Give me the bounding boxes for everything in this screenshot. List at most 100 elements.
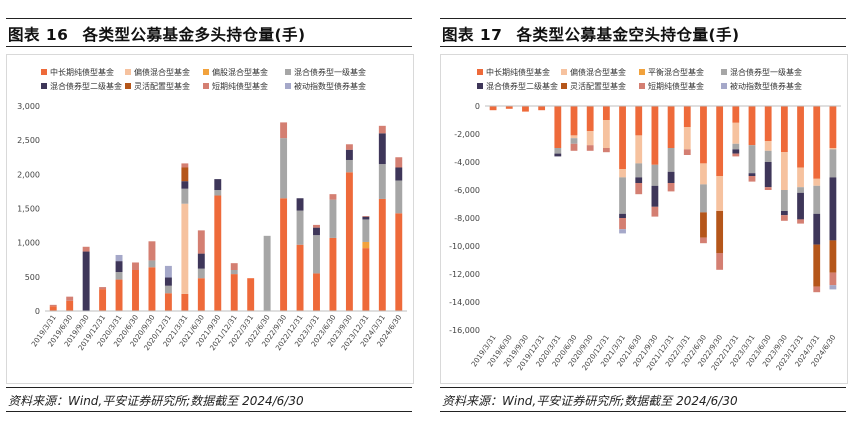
bar-segment <box>99 289 107 311</box>
bar-segment <box>554 106 562 148</box>
bar-segment <box>345 172 353 311</box>
x-axis: 2019/3/312019/6/302019/9/302019/12/31202… <box>29 313 403 352</box>
short-position-chart: 中长期纯债型基金 偏债混合型基金 平衡混合型基金 混合债券型一级基金混合债券型二级基金… <box>449 67 841 372</box>
legend-label: 偏股混合型基金 <box>212 67 268 77</box>
bar-segment <box>813 213 821 245</box>
legend-item: 被动指数型债券基金 <box>721 81 802 91</box>
bar-segment <box>570 106 578 136</box>
bar-segment <box>829 106 837 148</box>
bar-segment <box>619 177 626 214</box>
bar-segment <box>197 278 205 311</box>
bar-segment <box>505 106 513 109</box>
legend-item: 灵活配置型基金 <box>561 81 626 91</box>
legend-item: 混合债券型一级基金 <box>285 67 366 77</box>
legend-label: 偏债混合型基金 <box>134 67 190 77</box>
bar-segment <box>716 253 724 270</box>
bar-segment <box>489 106 497 111</box>
y-tick-label: -8,000 <box>454 214 480 223</box>
bar-segment <box>82 246 90 252</box>
legend-swatch <box>125 83 131 89</box>
bar-segment <box>635 135 643 164</box>
bar-segment <box>148 260 156 268</box>
bar-segment <box>797 192 804 220</box>
bar-segment <box>732 106 740 123</box>
legend-item: 混合债券型一级基金 <box>721 67 802 77</box>
legend: 中长期纯债型基金 偏债混合型基金 平衡混合型基金 混合债券型一级基金混合债券型二级基金… <box>477 67 802 91</box>
bar-segment <box>748 145 756 174</box>
legend-item: 混合债券型二级基金 <box>477 81 558 91</box>
bar-segment <box>214 190 222 196</box>
bar-segment <box>296 210 304 245</box>
figure-title-text: 各类型公募基金多头持仓量(手) <box>82 26 306 44</box>
bar-segment <box>829 285 837 290</box>
bar-segment <box>716 211 724 253</box>
bar-segment <box>181 293 189 311</box>
bar-segment <box>313 224 320 228</box>
legend-label: 平衡混合型基金 <box>648 67 704 77</box>
legend-label: 中长期纯债型基金 <box>486 67 550 77</box>
bar-segment <box>619 106 626 169</box>
bar-segment <box>115 279 123 311</box>
source-note: 资料来源：Wind,平安证券研究所;数据截至 2024/6/30 <box>8 394 304 408</box>
bar-segment <box>829 240 837 273</box>
legend-item: 短期纯债型基金 <box>639 81 704 91</box>
bar-segment <box>667 148 675 172</box>
bar-segment <box>395 157 403 168</box>
y-axis: 0 -2,000 -4,000 -6,000 -8,000 -10,000 -12,000 -… <box>449 102 480 335</box>
bar-segment <box>813 244 821 287</box>
bar-segment <box>164 265 172 278</box>
bar-segment <box>66 300 74 311</box>
bars <box>49 122 403 311</box>
bar-segment <box>313 273 320 311</box>
source-top-rule <box>6 387 412 388</box>
bar-segment <box>296 244 304 311</box>
source-top-rule <box>440 387 846 388</box>
legend-swatch <box>561 69 567 75</box>
legend-label: 混合债券型二级基金 <box>50 81 122 91</box>
bar-segment <box>667 183 675 192</box>
bar-segment <box>181 203 189 294</box>
bar-segment <box>619 213 626 218</box>
y-tick-label: 0 <box>475 102 480 111</box>
legend-label: 灵活配置型基金 <box>570 81 626 91</box>
y-tick-label: -16,000 <box>449 326 480 335</box>
bar-segment <box>132 262 139 270</box>
y-tick-label: -2,000 <box>454 130 480 139</box>
bar-segment <box>635 177 643 183</box>
legend-label: 被动指数型债券基金 <box>294 81 366 91</box>
bar-segment <box>345 159 353 173</box>
bar-segment <box>619 218 626 230</box>
bar-segment <box>651 206 659 217</box>
bar-segment <box>813 286 821 293</box>
bar-segment <box>748 176 756 182</box>
bar-segment <box>732 149 740 154</box>
bar-segment <box>395 167 403 181</box>
bar-segment <box>148 241 156 261</box>
bar-segment <box>813 106 821 179</box>
legend-label: 被动指数型债券基金 <box>730 81 802 91</box>
bar-segment <box>132 270 139 311</box>
legend-item: 偏债混合型基金 <box>561 67 626 77</box>
legend-swatch <box>41 69 47 75</box>
legend-swatch <box>721 69 727 75</box>
legend-label: 偏债混合型基金 <box>570 67 626 77</box>
legend-label: 灵活配置型基金 <box>134 81 190 91</box>
bars <box>489 106 837 293</box>
legend-item: 被动指数型债券基金 <box>285 81 366 91</box>
bar-segment <box>797 219 804 224</box>
bar-segment <box>813 178 821 186</box>
y-tick-label: 2,000 <box>17 170 40 179</box>
bar-segment <box>197 268 205 279</box>
figure-title: 图表 16 各类型公募基金多头持仓量(手) <box>8 23 306 45</box>
bar-segment <box>280 122 288 139</box>
bar-segment <box>700 163 707 185</box>
y-axis: 0 500 1,000 1,500 2,000 2,500 3,000 <box>17 102 40 316</box>
legend-item: 混合债券型二级基金 <box>41 81 122 91</box>
legend-item: 平衡混合型基金 <box>639 67 704 77</box>
bar-segment <box>635 106 643 136</box>
legend-swatch <box>285 83 291 89</box>
bar-segment <box>164 277 172 286</box>
bar-segment <box>362 248 370 311</box>
bar-segment <box>780 215 788 221</box>
bar-segment <box>181 181 189 189</box>
